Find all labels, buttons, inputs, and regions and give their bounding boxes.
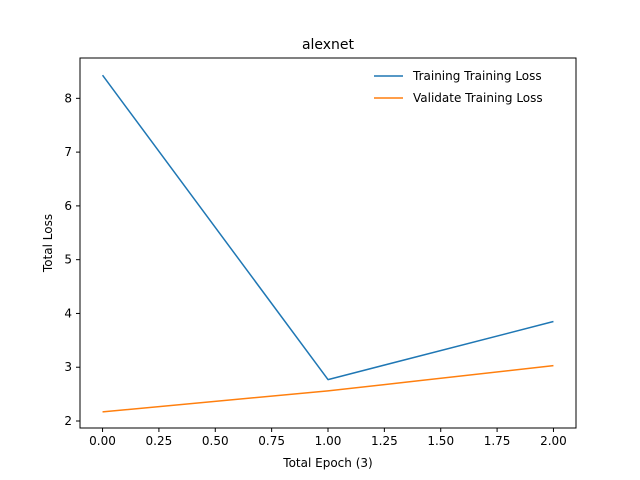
x-tick-label: 0.25 <box>146 434 173 448</box>
y-tick-label: 4 <box>64 306 72 320</box>
legend-entry-1: Training Training Loss <box>412 69 542 83</box>
series-lines <box>101 74 554 413</box>
y-tick-label: 7 <box>64 145 72 159</box>
y-tick-label: 2 <box>64 414 72 428</box>
series-line-2 <box>102 364 554 413</box>
y-tick-label: 3 <box>64 360 72 374</box>
x-tick-label: 0.50 <box>202 434 229 448</box>
x-tick-label: 1.25 <box>371 434 398 448</box>
y-tick-label: 8 <box>64 91 72 105</box>
legend-entry-2: Validate Training Loss <box>413 91 543 105</box>
y-axis-ticks: 2 3 4 5 6 7 8 <box>64 91 80 428</box>
x-tick-label: 1.00 <box>315 434 342 448</box>
legend: Training Training Loss Validate Training … <box>374 69 543 105</box>
x-tick-label: 0.75 <box>258 434 285 448</box>
x-tick-label: 0.00 <box>89 434 116 448</box>
y-tick-label: 6 <box>64 199 72 213</box>
x-tick-label: 2.00 <box>540 434 567 448</box>
y-axis-label: Total Loss <box>41 214 55 273</box>
x-tick-label: 1.75 <box>484 434 511 448</box>
series-line-1 <box>101 74 554 381</box>
y-tick-label: 5 <box>64 253 72 267</box>
plot-area-frame <box>79 57 577 429</box>
x-tick-label: 1.50 <box>427 434 454 448</box>
chart-title: alexnet <box>302 37 355 53</box>
x-axis-ticks: 0.00 0.25 0.50 0.75 1.00 1.25 1.50 1.75 2.00 <box>89 428 567 448</box>
x-axis-label: Total Epoch (3) <box>282 456 372 470</box>
